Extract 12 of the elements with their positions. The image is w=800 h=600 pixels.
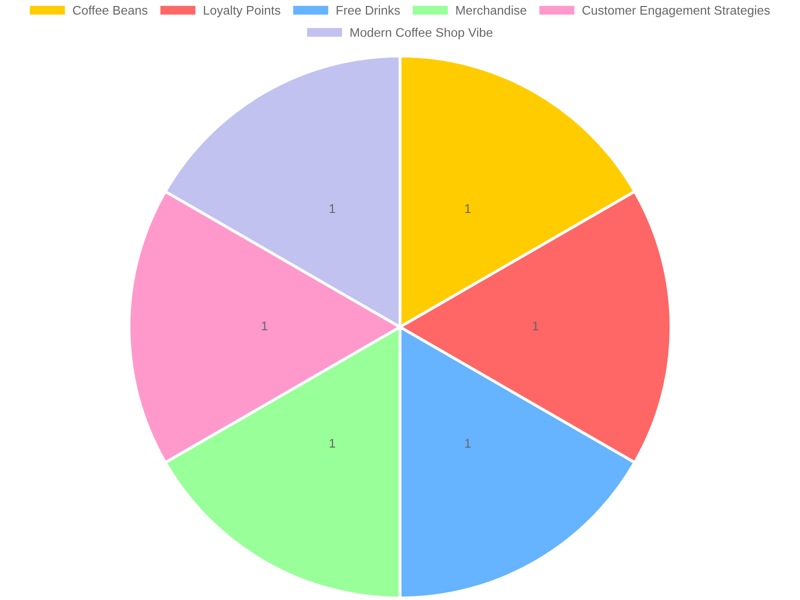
legend-label: Modern Coffee Shop Vibe — [350, 28, 492, 40]
data-label: 1 — [465, 438, 471, 448]
data-label: 1 — [330, 438, 336, 448]
legend-label: Free Drinks — [336, 6, 400, 15]
legend-label: Loyalty Points — [204, 6, 280, 18]
legend-label: Coffee Beans — [73, 6, 148, 15]
data-label: 1 — [262, 322, 268, 330]
data-label: 1 — [330, 204, 336, 213]
data-label: 1 — [532, 322, 538, 330]
data-label: 1 — [465, 204, 471, 213]
legend-label: Customer Engagement Strategies — [582, 6, 770, 18]
legend-label: Merchandise — [456, 6, 526, 15]
